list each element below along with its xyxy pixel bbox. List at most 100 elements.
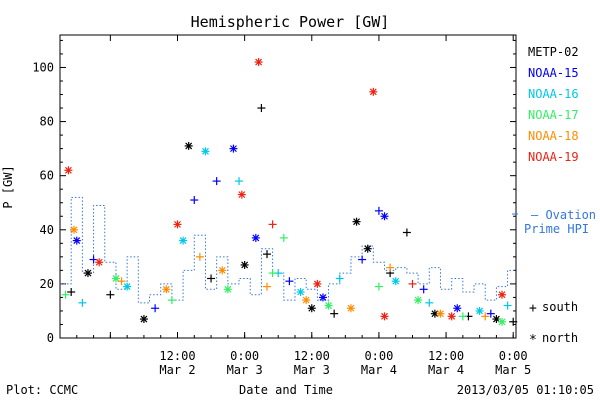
legend: METP-02 NOAA-15 NOAA-16 NOAA-17 NOAA-18 NOAA-… — [528, 45, 579, 164]
north-marker — [447, 312, 456, 321]
x-axis-label: Date and Time — [239, 383, 333, 397]
marker-stroke — [64, 166, 72, 174]
marker-stroke — [319, 293, 327, 301]
north-marker — [179, 236, 188, 245]
marker-stroke — [437, 310, 444, 318]
south-marker — [190, 196, 199, 205]
marker-stroke — [313, 280, 321, 288]
north-marker — [453, 304, 462, 313]
south-marker — [195, 252, 204, 261]
marker-stroke — [453, 304, 461, 312]
north-marker — [83, 269, 92, 278]
marker-stroke — [353, 218, 360, 226]
x-tick-label-date: Mar 3 — [227, 363, 263, 377]
north-marker — [229, 144, 238, 153]
south-marker — [402, 228, 411, 237]
marker-stroke — [73, 237, 81, 245]
south-marker — [509, 317, 518, 326]
south-marker — [419, 285, 428, 294]
marker-stroke — [185, 142, 193, 150]
y-axis-ticks: 0 20 40 60 80 100 — [32, 39, 516, 345]
legend-entry: NOAA-18 — [528, 129, 579, 143]
north-marker — [162, 285, 171, 294]
south-marker — [235, 177, 244, 186]
y-tick-label: 100 — [32, 60, 54, 74]
south-marker — [330, 309, 339, 318]
x-tick-label-time: 12:00 — [159, 349, 195, 363]
south-marker — [374, 282, 383, 291]
marker-stroke — [381, 212, 388, 220]
y-tick-label: 40 — [40, 223, 54, 237]
north-marker — [436, 309, 445, 318]
north-marker — [498, 317, 507, 326]
marker-stroke — [70, 226, 78, 234]
y-tick-label: 20 — [40, 277, 54, 291]
south-marker — [458, 312, 467, 321]
north-marker — [251, 233, 260, 242]
south-marker — [503, 301, 512, 310]
south-marker — [263, 250, 272, 259]
marker-stroke — [174, 220, 181, 228]
north-marker — [95, 258, 104, 267]
marker-stroke — [381, 312, 388, 320]
marker-stroke — [179, 237, 187, 245]
x-tick-label-date: Mar 4 — [428, 363, 464, 377]
x-tick-label-time: 12:00 — [294, 349, 330, 363]
north-marker — [498, 290, 507, 299]
marker-stroke — [498, 291, 506, 299]
south-marker — [285, 277, 294, 286]
x-tick-label-date: Mar 3 — [294, 363, 330, 377]
south-marker — [257, 104, 266, 113]
south-marker — [386, 263, 395, 272]
north-marker — [475, 306, 484, 315]
south-marker — [212, 177, 221, 186]
x-tick-label-date: Mar 2 — [159, 363, 195, 377]
marker-stroke — [392, 277, 400, 285]
x-tick-label-date: Mar 4 — [361, 363, 397, 377]
south-marker — [425, 298, 434, 307]
north-marker — [254, 58, 263, 67]
x-tick-label-time: 0:00 — [230, 349, 259, 363]
marker-stroke — [492, 315, 500, 323]
north-marker — [123, 282, 132, 291]
south-marker — [106, 290, 115, 299]
south-marker — [486, 309, 495, 318]
north-marker — [302, 296, 311, 305]
south-marker — [207, 274, 216, 283]
marker-stroke — [95, 258, 103, 266]
marker-stroke — [238, 191, 246, 199]
south-marker — [268, 220, 277, 229]
north-marker — [223, 285, 232, 294]
y-tick-label: 80 — [40, 115, 54, 129]
marker-stroke — [230, 145, 237, 153]
plot-frame — [59, 34, 517, 339]
south-marker-label: south — [542, 300, 578, 314]
hemisphere-legend: + south * north — [529, 300, 578, 348]
chart-title: Hemispheric Power [GW] — [191, 13, 390, 31]
north-marker — [380, 312, 389, 321]
north-marker — [69, 225, 78, 234]
marker-stroke — [224, 285, 232, 293]
north-marker — [307, 304, 316, 313]
marker-stroke — [162, 285, 170, 293]
legend-entry: METP-02 — [528, 45, 579, 59]
legend-entry: NOAA-17 — [528, 108, 579, 122]
south-marker — [335, 274, 344, 283]
south-marker — [408, 279, 417, 288]
north-marker — [414, 296, 423, 305]
marker-stroke — [112, 275, 120, 282]
north-marker — [313, 279, 322, 288]
data-markers — [61, 58, 518, 326]
marker-stroke — [325, 302, 332, 309]
north-marker — [391, 277, 400, 286]
north-marker — [380, 212, 389, 221]
north-marker — [111, 274, 120, 283]
marker-stroke — [364, 245, 372, 253]
marker-stroke — [202, 147, 209, 155]
north-marker — [72, 236, 81, 245]
marker-stroke — [414, 296, 422, 304]
y-tick-label: 60 — [40, 169, 54, 183]
x-tick-label-time: 0:00 — [499, 349, 528, 363]
